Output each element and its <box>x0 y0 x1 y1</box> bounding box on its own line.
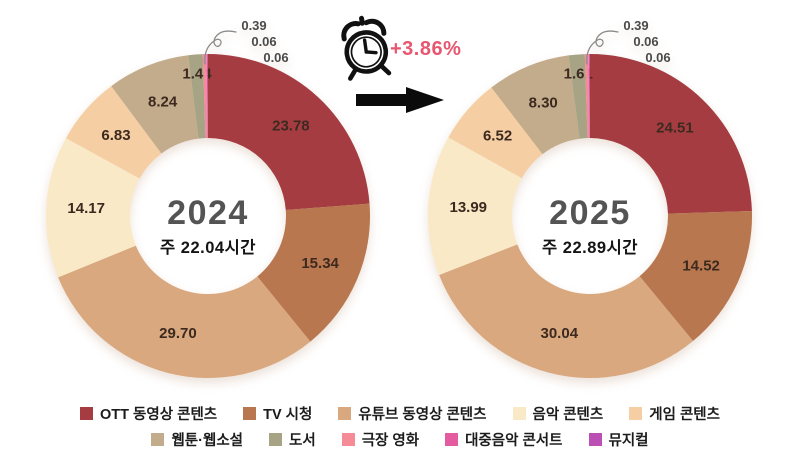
slice-value-2024-game: 6.83 <box>101 127 130 144</box>
slice-2025-music <box>428 137 522 275</box>
slice-2024-tv-viewing <box>257 203 370 342</box>
slice-value-2025-game: 6.52 <box>483 127 512 144</box>
slice-2024-webtoon-webnovel <box>111 55 199 154</box>
slice-value-2025-music: 13.99 <box>449 199 487 216</box>
legend-label-youtube-video: 유튜브 동영상 콘텐츠 <box>358 407 487 423</box>
legend-item-ott-video: OTT 동영상 콘텐츠 <box>80 403 217 424</box>
legend-item-musical: 뮤지컬 <box>588 429 649 450</box>
legend-item-webtoon-webnovel: 웹툰·웹소설 <box>151 429 243 450</box>
donut-chart-2024: 23.78 15.34 29.70 14.17 6.83 8.24 1.44 0.39 0.06… <box>38 4 378 384</box>
callout-value-2025-musical: 0.06 <box>645 50 670 65</box>
slice-2025-game <box>448 87 543 179</box>
change-percent-label: +3.86% <box>390 38 462 60</box>
slice-value-2024-webtoon-webnovel: 8.24 <box>148 94 178 111</box>
slice-2024-music <box>46 138 140 278</box>
slice-value-2024-music: 14.17 <box>67 200 105 217</box>
slice-2024-pop-concert <box>206 54 208 139</box>
arrow-right-icon <box>356 87 444 113</box>
slice-value-2024-tv-viewing: 15.34 <box>301 255 339 272</box>
legend-swatch-theater-movie <box>341 433 355 446</box>
legend-label-ott-video: OTT 동영상 콘텐츠 <box>100 407 218 423</box>
slice-2025-webtoon-webnovel <box>491 55 580 155</box>
legend-label-pop-concert: 대중음악 콘서트 <box>465 433 563 449</box>
donut-2025-svg: 24.5114.5230.0413.996.528.301.610.390.06… <box>428 18 752 378</box>
slice-2025-theater-movie <box>584 54 590 139</box>
legend-label-tv-viewing: TV 시청 <box>263 407 313 423</box>
legend-swatch-game <box>629 407 643 420</box>
slice-2025-musical <box>589 54 590 139</box>
legend-item-youtube-video: 유튜브 동영상 콘텐츠 <box>338 403 487 424</box>
legend-swatch-pop-concert <box>445 433 459 446</box>
legend-swatch-youtube-video <box>338 407 352 420</box>
callout-value-2025-pop-concert: 0.06 <box>633 34 658 49</box>
legend-swatch-musical <box>588 433 602 446</box>
legend-row-2: 웹툰·웹소설 도서 극장 영화 대중음악 콘서트 뮤지컬 <box>0 429 800 450</box>
legend-swatch-tv-viewing <box>243 407 257 420</box>
legend-swatch-book <box>269 433 282 446</box>
slice-value-2025-youtube-video: 30.04 <box>541 325 579 342</box>
legend-label-webtoon-webnovel: 웹툰·웹소설 <box>171 433 243 449</box>
callout-leader-2024 <box>204 30 237 65</box>
slice-2024-musical <box>207 54 208 139</box>
slice-value-2024-youtube-video: 29.70 <box>159 325 197 342</box>
legend-item-theater-movie: 극장 영화 <box>341 429 420 450</box>
slice-2024-youtube-video <box>58 245 311 378</box>
callout-value-2024-musical: 0.06 <box>263 50 288 65</box>
legend-label-game: 게임 콘텐츠 <box>649 407 720 423</box>
legend-item-tv-viewing: TV 시청 <box>243 403 312 424</box>
callout-value-2024-theater-movie: 0.39 <box>241 18 266 33</box>
legend-item-book: 도서 <box>269 429 316 450</box>
legend-item-music: 음악 콘텐츠 <box>512 403 604 424</box>
legend-row-1: OTT 동영상 콘텐츠 TV 시청 유튜브 동영상 콘텐츠 음악 콘텐츠 게임 콘텐츠 <box>0 403 800 424</box>
slice-2025-tv-viewing <box>639 211 752 342</box>
slice-value-2024-ott-video: 23.78 <box>272 117 310 134</box>
slice-2024-game <box>65 86 162 179</box>
slice-2024-theater-movie <box>202 54 208 139</box>
callout-value-2024-pop-concert: 0.06 <box>251 34 276 49</box>
legend-item-game: 게임 콘텐츠 <box>629 403 720 424</box>
legend-label-theater-movie: 극장 영화 <box>361 433 420 449</box>
legend-swatch-ott-video <box>80 407 94 420</box>
legend-item-pop-concert: 대중음악 콘서트 <box>445 429 563 450</box>
callout-leader-2025 <box>586 30 619 65</box>
slice-2025-ott-video <box>590 54 752 214</box>
legend-label-musical: 뮤지컬 <box>608 433 649 449</box>
slice-value-2025-tv-viewing: 14.52 <box>682 257 720 274</box>
slice-value-2025-webtoon-webnovel: 8.30 <box>529 94 558 111</box>
legend-label-music: 음악 콘텐츠 <box>532 407 604 423</box>
legend-label-book: 도서 <box>289 433 316 449</box>
slice-2025-book <box>568 54 588 139</box>
slice-2025-youtube-video <box>439 244 694 378</box>
legend-swatch-music <box>512 407 526 420</box>
legend-swatch-webtoon-webnovel <box>151 433 165 446</box>
alarm-clock-icon <box>341 15 392 81</box>
slice-2024-ott-video <box>208 54 370 211</box>
slice-value-2025-ott-video: 24.51 <box>656 119 694 136</box>
slice-2025-pop-concert <box>588 54 590 139</box>
slice-2024-book <box>188 54 206 139</box>
donut-2024-svg: 23.7815.3429.7014.176.838.241.440.390.06… <box>46 18 370 378</box>
donut-chart-2025: 24.51 14.52 30.04 13.99 6.52 8.30 1.61 0.39 0.06… <box>420 4 760 384</box>
callout-value-2025-theater-movie: 0.39 <box>623 18 648 33</box>
